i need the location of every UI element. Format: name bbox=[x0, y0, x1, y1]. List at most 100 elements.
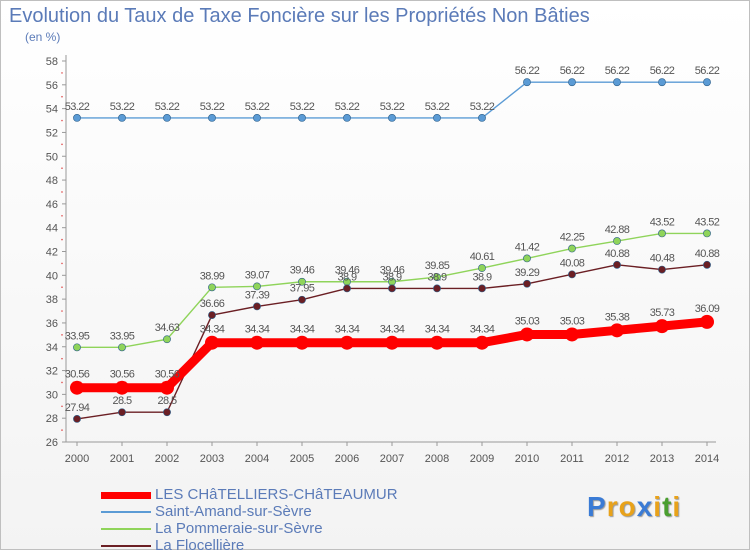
y-tick-label: 44 bbox=[46, 223, 58, 235]
y-minor-tick bbox=[61, 357, 63, 360]
y-tick-label: 54 bbox=[46, 104, 58, 116]
data-point bbox=[298, 295, 306, 304]
data-point bbox=[160, 380, 174, 395]
data-point bbox=[475, 335, 489, 350]
data-label: 38.9 bbox=[472, 271, 491, 283]
data-point bbox=[118, 408, 126, 417]
data-label: 36.09 bbox=[695, 303, 720, 315]
data-label: 34.34 bbox=[380, 324, 405, 336]
data-point bbox=[208, 311, 216, 319]
data-point bbox=[73, 343, 81, 352]
x-tick-label: 2002 bbox=[155, 453, 179, 465]
x-tick-label: 2010 bbox=[515, 453, 539, 465]
data-point bbox=[253, 302, 261, 311]
data-label: 43.52 bbox=[695, 216, 720, 228]
data-label: 34.34 bbox=[290, 324, 315, 336]
data-label: 53.22 bbox=[200, 101, 225, 113]
legend-swatch bbox=[101, 511, 151, 513]
legend-swatch bbox=[101, 528, 151, 530]
data-label: 30.56 bbox=[155, 369, 180, 381]
data-label: 39.85 bbox=[425, 260, 450, 272]
data-label: 53.22 bbox=[110, 101, 135, 113]
legend-label: Saint-Amand-sur-Sèvre bbox=[155, 503, 312, 520]
y-minor-tick bbox=[61, 381, 63, 384]
data-point bbox=[250, 335, 264, 350]
data-label: 53.22 bbox=[470, 101, 495, 113]
data-label: 40.48 bbox=[650, 253, 675, 265]
data-label: 35.73 bbox=[650, 307, 675, 319]
data-point bbox=[700, 314, 714, 329]
data-label: 40.88 bbox=[605, 248, 630, 260]
data-label: 56.22 bbox=[560, 65, 585, 77]
data-point bbox=[208, 283, 216, 292]
data-point bbox=[163, 114, 171, 122]
data-label: 28.5 bbox=[112, 395, 131, 407]
data-label: 37.95 bbox=[290, 283, 315, 295]
legend-swatch bbox=[101, 545, 151, 547]
data-point bbox=[568, 270, 576, 279]
chart-axes: 26 28 30 32 34 36 38 40 42 44 46 48 50 52 54 56 58 2000 20… bbox=[46, 55, 719, 465]
data-point bbox=[478, 284, 486, 293]
logo-letter: x bbox=[636, 491, 654, 522]
data-label: 34.63 bbox=[155, 322, 180, 334]
logo-letter: i bbox=[672, 491, 682, 522]
x-tick-label: 2009 bbox=[470, 453, 494, 465]
data-point bbox=[73, 114, 81, 122]
data-label: 40.61 bbox=[470, 251, 495, 263]
y-tick-label: 32 bbox=[46, 366, 58, 378]
data-label: 34.34 bbox=[335, 324, 360, 336]
data-point bbox=[163, 408, 171, 417]
legend-label: La Flocellière bbox=[155, 537, 245, 554]
y-minor-tick bbox=[61, 405, 63, 408]
data-point bbox=[298, 114, 306, 122]
data-label: 53.22 bbox=[425, 101, 450, 113]
x-tick-label: 2006 bbox=[335, 453, 359, 465]
y-minor-tick bbox=[61, 72, 63, 74]
data-label: 30.56 bbox=[110, 369, 135, 381]
data-label: 34.34 bbox=[245, 324, 270, 336]
data-point bbox=[568, 244, 576, 253]
data-point bbox=[205, 335, 219, 350]
x-tick-label: 2003 bbox=[200, 453, 224, 465]
data-label: 41.42 bbox=[515, 241, 540, 253]
data-label: 35.38 bbox=[605, 311, 630, 323]
y-minor-tick bbox=[61, 214, 63, 217]
data-point bbox=[520, 327, 534, 342]
data-label: 33.95 bbox=[110, 330, 135, 342]
data-point bbox=[118, 343, 126, 352]
data-point bbox=[703, 229, 711, 238]
data-point bbox=[478, 264, 486, 272]
data-point bbox=[340, 335, 354, 350]
data-label: 53.22 bbox=[155, 101, 180, 113]
data-point bbox=[298, 277, 306, 286]
data-label: 40.08 bbox=[560, 257, 585, 269]
x-tick-label: 2004 bbox=[245, 453, 269, 465]
y-minor-tick bbox=[61, 429, 63, 431]
series-points bbox=[70, 78, 714, 423]
chart-title: Evolution du Taux de Taxe Foncière sur l… bbox=[9, 5, 590, 27]
data-label: 56.22 bbox=[515, 65, 540, 77]
logo-letter: P bbox=[587, 491, 607, 522]
data-label: 40.88 bbox=[695, 248, 720, 260]
data-label: 34.34 bbox=[470, 324, 495, 336]
data-point bbox=[118, 114, 126, 122]
y-tick-label: 58 bbox=[46, 56, 58, 68]
data-label: 38.9 bbox=[382, 271, 401, 283]
x-tick-label: 2001 bbox=[110, 453, 134, 465]
data-point bbox=[253, 282, 261, 291]
y-tick-label: 30 bbox=[46, 389, 58, 401]
y-minor-tick bbox=[61, 167, 63, 169]
data-label: 38.9 bbox=[337, 271, 356, 283]
data-point bbox=[433, 114, 441, 122]
data-point bbox=[613, 78, 621, 87]
data-label: 33.95 bbox=[65, 330, 90, 342]
x-tick-label: 2008 bbox=[425, 453, 449, 465]
y-tick-label: 46 bbox=[46, 199, 58, 211]
data-label: 56.22 bbox=[605, 65, 630, 77]
proxiti-logo: Proxiti bbox=[587, 491, 681, 523]
data-point bbox=[613, 237, 621, 245]
y-minor-tick bbox=[61, 191, 63, 193]
data-label: 36.66 bbox=[200, 298, 225, 310]
y-minor-tick bbox=[61, 262, 63, 265]
data-label: 53.22 bbox=[380, 101, 405, 113]
